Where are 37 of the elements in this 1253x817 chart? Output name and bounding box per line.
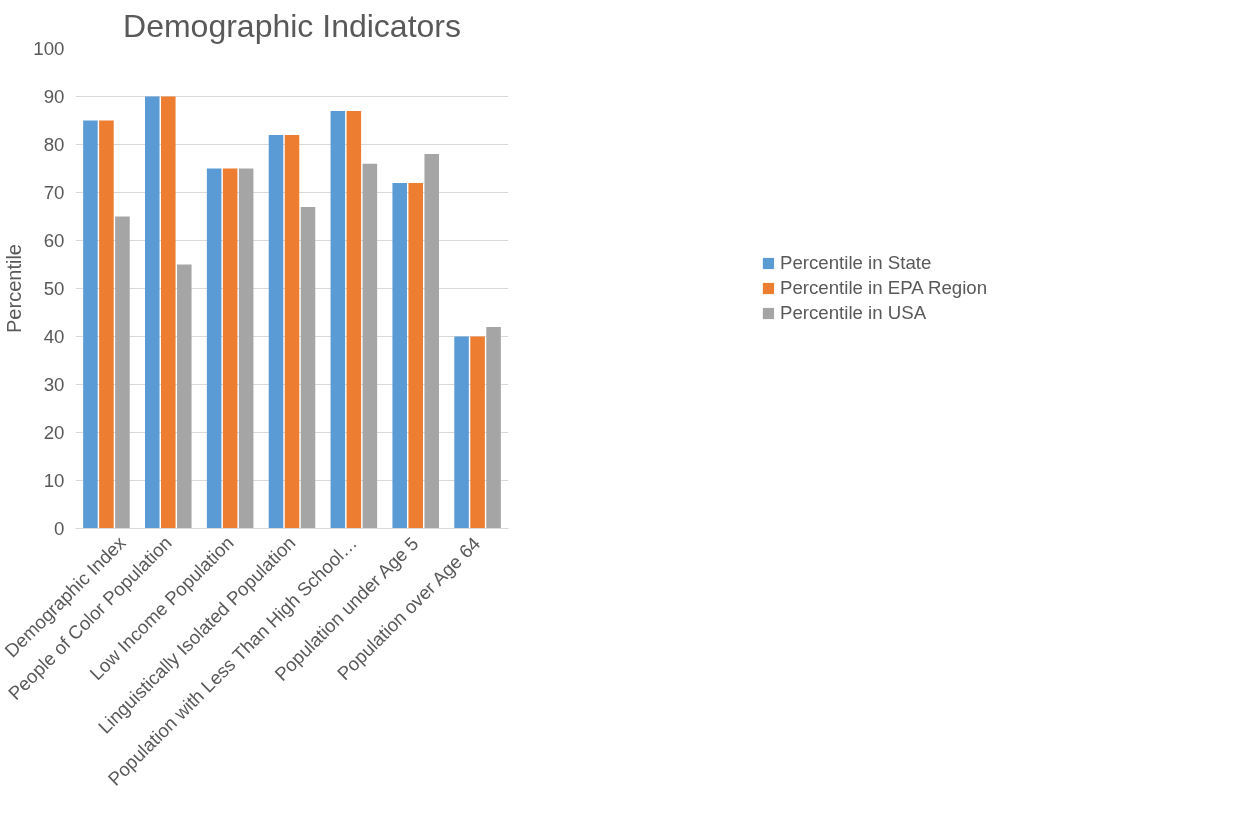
bar bbox=[268, 134, 284, 529]
bar bbox=[392, 182, 407, 529]
legend-label: Percentile in EPA Region bbox=[779, 277, 988, 299]
bar bbox=[222, 168, 238, 529]
bar bbox=[330, 110, 346, 529]
bar bbox=[362, 163, 378, 529]
bar bbox=[408, 182, 423, 529]
y-tick-label: 80 bbox=[43, 134, 65, 155]
bar bbox=[424, 154, 439, 529]
bar bbox=[206, 168, 222, 529]
bar bbox=[99, 120, 114, 529]
y-tick-label: 30 bbox=[43, 374, 65, 395]
bar bbox=[238, 168, 254, 529]
y-tick-label: 20 bbox=[43, 422, 65, 443]
bar bbox=[115, 216, 130, 529]
bar bbox=[145, 96, 160, 529]
legend-label: Percentile in State bbox=[779, 252, 932, 274]
y-tick-label: 0 bbox=[54, 518, 65, 539]
bar bbox=[177, 264, 192, 529]
y-tick-label: 90 bbox=[43, 86, 65, 107]
bar bbox=[83, 120, 98, 529]
y-tick-label: 60 bbox=[43, 230, 65, 251]
legend-label: Percentile in USA bbox=[779, 302, 927, 324]
chart-title: Demographic Indicators bbox=[123, 7, 461, 44]
y-tick-label: 70 bbox=[43, 182, 65, 203]
bar bbox=[346, 110, 362, 529]
y-tick-label: 10 bbox=[43, 470, 65, 491]
bar bbox=[161, 96, 176, 529]
bar bbox=[454, 336, 469, 529]
bar bbox=[300, 206, 316, 529]
y-tick-label: 40 bbox=[43, 326, 65, 347]
y-axis-title: Percentile bbox=[3, 244, 26, 333]
y-tick-label: 100 bbox=[33, 38, 65, 59]
bar bbox=[284, 134, 300, 529]
y-tick-label: 50 bbox=[43, 278, 65, 299]
bar bbox=[486, 326, 501, 529]
bar bbox=[470, 336, 485, 529]
